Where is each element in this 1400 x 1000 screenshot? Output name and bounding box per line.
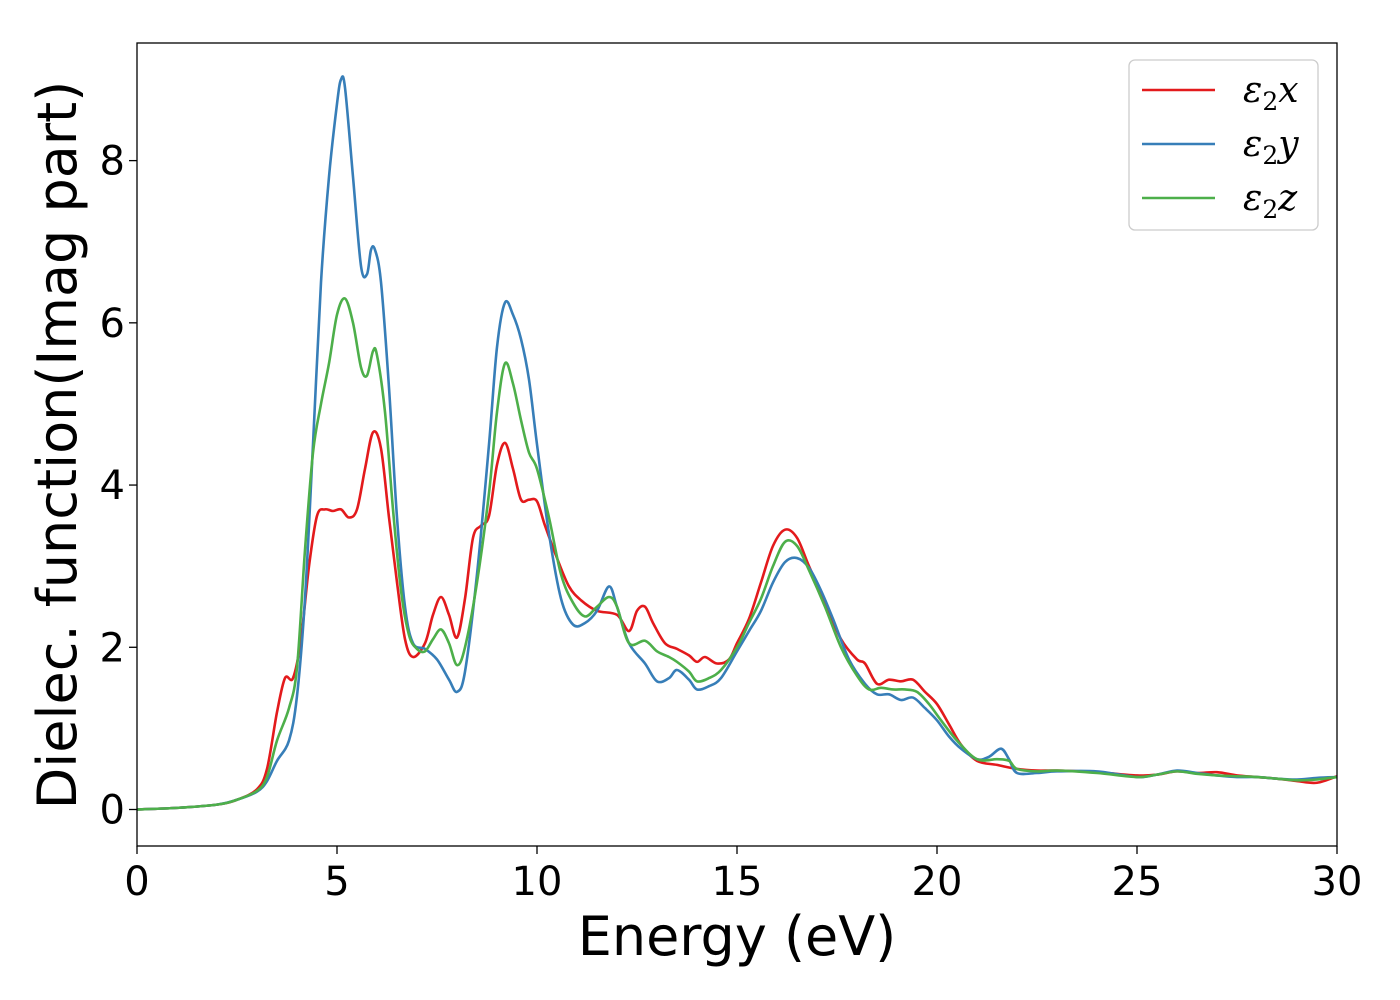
y-tick-label: 4 [100,463,125,509]
y-tick-label: 8 [100,139,125,185]
x-axis-title: Energy (eV) [578,905,897,968]
series-line-y [137,75,1337,811]
y-axis-title: Dielec. function(Imag part) [26,81,89,810]
series-layer [137,75,1337,811]
y-tick-label: 2 [100,625,125,671]
legend: ε2x ε2y ε2z [1128,59,1319,231]
x-tick-label: 20 [912,859,963,905]
y-axis-ticks: 0 2 4 6 8 [100,139,137,834]
series-line-z [137,297,1337,811]
legend-label-z: ε2z [1243,178,1298,224]
x-axis-ticks: 0 5 10 15 20 25 30 [124,846,1362,905]
y-tick-label: 0 [100,788,125,834]
legend-label-x: ε2x [1243,70,1299,116]
x-tick-label: 0 [124,859,149,905]
x-tick-label: 15 [712,859,763,905]
x-tick-label: 5 [324,859,349,905]
series-line-x [137,430,1337,811]
x-tick-label: 25 [1112,859,1163,905]
legend-label-y: ε2y [1243,124,1299,170]
x-tick-label: 30 [1312,859,1363,905]
legend-box [1128,59,1319,231]
x-tick-label: 10 [512,859,563,905]
y-tick-label: 6 [100,301,125,347]
